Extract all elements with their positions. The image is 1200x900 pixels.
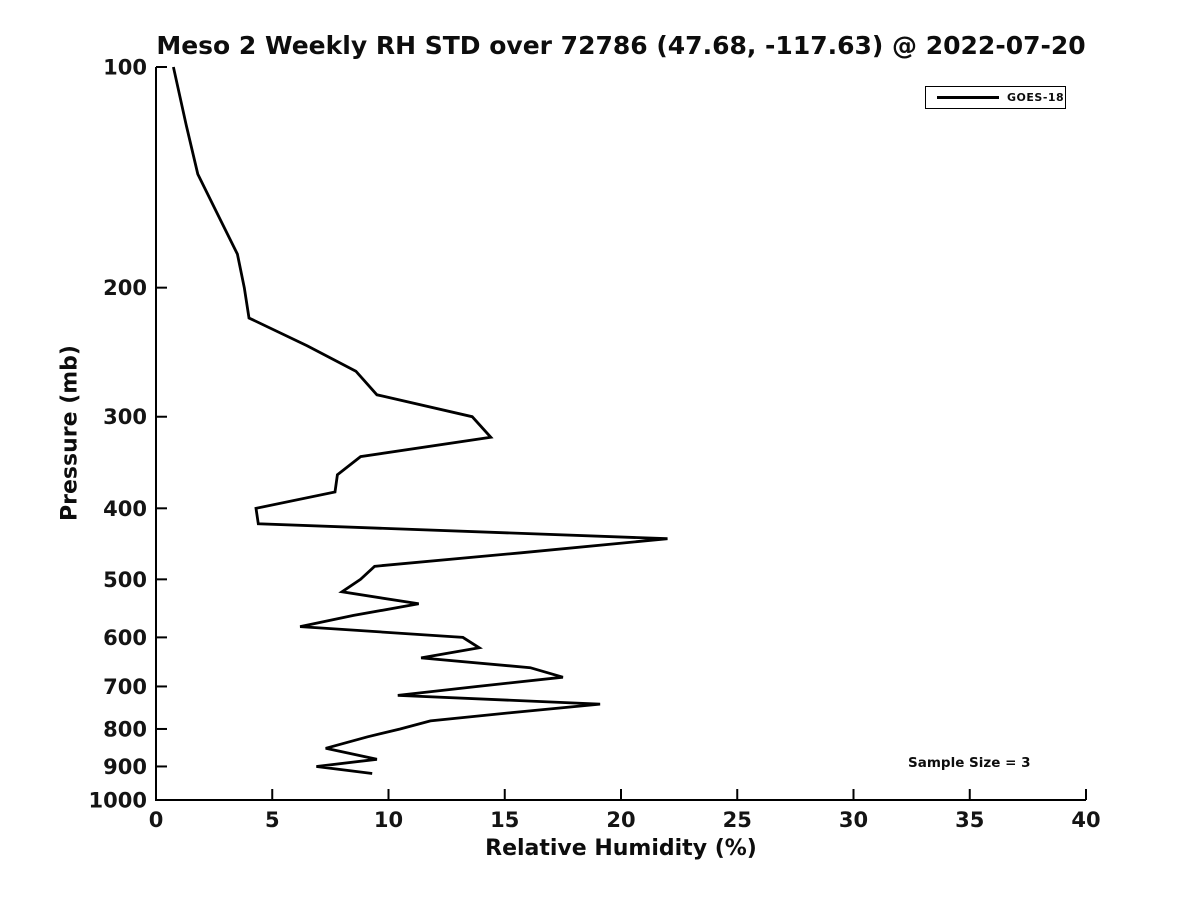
- y-tick-label: 500: [103, 568, 147, 592]
- chart-title: Meso 2 Weekly RH STD over 72786 (47.68, …: [156, 31, 1086, 60]
- y-tick-label: 100: [103, 56, 147, 80]
- y-tick-label: 600: [103, 626, 147, 650]
- x-tick-label: 10: [374, 808, 403, 832]
- y-tick-label: 300: [103, 405, 147, 429]
- x-tick-label: 35: [955, 808, 984, 832]
- x-tick-label: 5: [265, 808, 280, 832]
- x-tick-label: 25: [723, 808, 752, 832]
- legend-line-sample: [937, 96, 999, 99]
- x-tick-label: 0: [149, 808, 164, 832]
- x-tick-label: 30: [839, 808, 868, 832]
- y-tick-label: 1000: [89, 789, 147, 813]
- x-tick-label: 15: [490, 808, 519, 832]
- x-tick-label: 40: [1071, 808, 1100, 832]
- y-tick-label: 200: [103, 276, 147, 300]
- y-tick-label: 700: [103, 675, 147, 699]
- legend: GOES-18: [925, 86, 1066, 109]
- y-tick-label: 400: [103, 497, 147, 521]
- x-axis-label: Relative Humidity (%): [485, 836, 757, 861]
- x-tick-label: 20: [606, 808, 635, 832]
- y-tick-label: 800: [103, 717, 147, 741]
- legend-label: GOES-18: [1007, 91, 1065, 104]
- sample-size-annotation: Sample Size = 3: [908, 755, 1031, 771]
- y-tick-label: 900: [103, 755, 147, 779]
- series-line-goes-18: [172, 66, 668, 775]
